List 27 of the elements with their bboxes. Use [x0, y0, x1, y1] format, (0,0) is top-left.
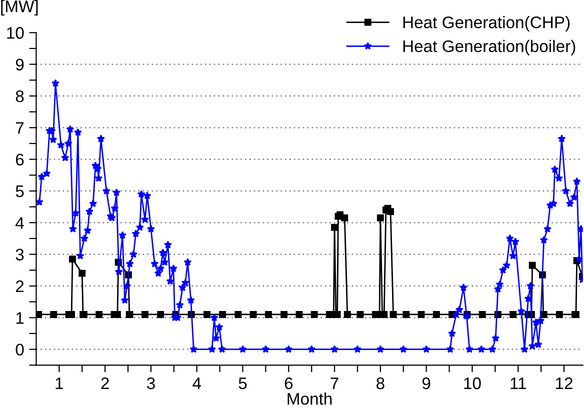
- x-tick-label: 1: [56, 378, 63, 390]
- y-tick-label: 6: [16, 154, 24, 166]
- x-tick-label: 12: [556, 377, 572, 390]
- x-tick-label: 8: [376, 377, 384, 390]
- x-tick-label: 5: [238, 378, 247, 390]
- x-tick-label: 7: [330, 378, 338, 390]
- x-axis-title: Month: [288, 392, 332, 405]
- x-tick-label: 11: [510, 378, 526, 390]
- y-tick-label: 9: [16, 58, 24, 71]
- x-tick-label: 4: [192, 378, 201, 390]
- x-tick-label: 3: [146, 377, 155, 390]
- y-tick-label: 5: [16, 186, 24, 198]
- y-tick-label: 3: [16, 248, 24, 261]
- legend-label: Heat Generation(CHP): [403, 16, 570, 32]
- y-tick-label: 4: [16, 217, 24, 229]
- y-axis-title: [MW]: [1, 0, 38, 16]
- y-tick-label: 1: [16, 312, 24, 324]
- y-tick-label: 7: [16, 122, 24, 134]
- y-tick-label: 2: [16, 280, 24, 292]
- y-tick-label: 10: [7, 27, 24, 39]
- y-tick-label: 0: [16, 344, 24, 356]
- x-tick-label: 10: [464, 377, 481, 390]
- legend-label: Heat Generation(boiler): [403, 40, 576, 56]
- y-tick-label: 8: [16, 90, 24, 102]
- x-tick-label: 6: [284, 377, 293, 390]
- x-tick-label: 9: [422, 377, 430, 390]
- x-tick-label: 2: [101, 377, 109, 390]
